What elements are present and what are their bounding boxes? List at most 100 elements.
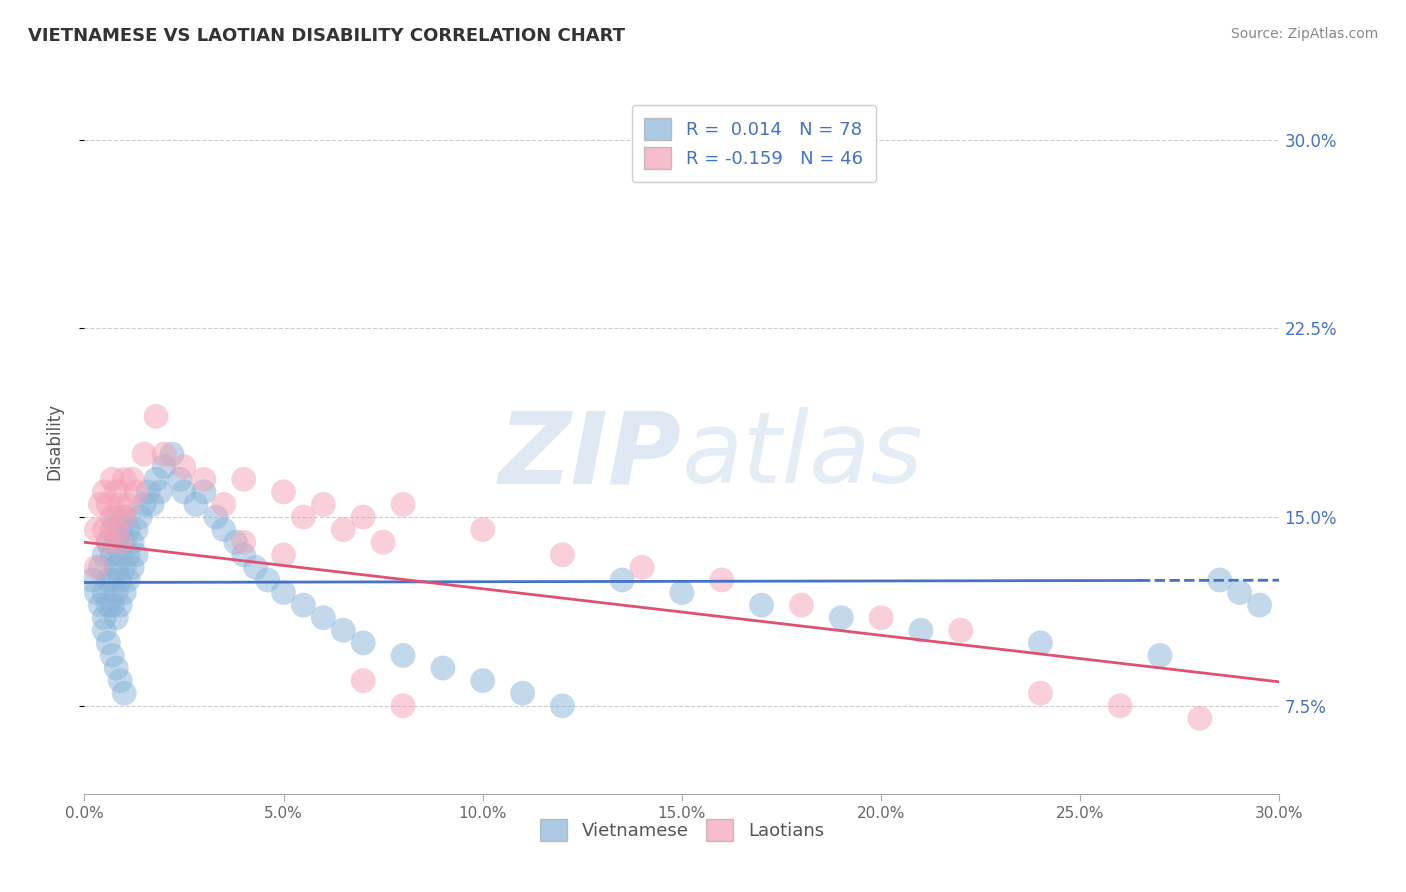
Point bbox=[790, 598, 813, 612]
Point bbox=[173, 484, 195, 499]
Point bbox=[551, 698, 574, 713]
Point bbox=[193, 484, 215, 499]
Point bbox=[1109, 698, 1132, 713]
Point bbox=[949, 624, 972, 638]
Point bbox=[125, 484, 148, 499]
Point bbox=[110, 535, 132, 549]
Point bbox=[352, 510, 374, 524]
Point bbox=[870, 611, 893, 625]
Point bbox=[352, 673, 374, 688]
Point bbox=[273, 585, 295, 599]
Point bbox=[86, 560, 108, 574]
Point bbox=[1029, 686, 1052, 700]
Point bbox=[105, 611, 128, 625]
Point bbox=[86, 523, 108, 537]
Point bbox=[93, 548, 115, 562]
Point bbox=[141, 498, 163, 512]
Point bbox=[471, 523, 494, 537]
Point bbox=[110, 523, 132, 537]
Point bbox=[97, 535, 120, 549]
Point bbox=[97, 498, 120, 512]
Point bbox=[1188, 711, 1211, 725]
Point bbox=[93, 585, 115, 599]
Point bbox=[225, 535, 247, 549]
Point bbox=[153, 459, 176, 474]
Point bbox=[136, 484, 159, 499]
Point bbox=[105, 661, 128, 675]
Point bbox=[212, 498, 235, 512]
Point bbox=[129, 510, 152, 524]
Point bbox=[373, 535, 395, 549]
Point bbox=[110, 598, 132, 612]
Point bbox=[112, 560, 135, 574]
Point bbox=[105, 523, 128, 537]
Point bbox=[232, 548, 254, 562]
Text: Source: ZipAtlas.com: Source: ZipAtlas.com bbox=[1230, 27, 1378, 41]
Point bbox=[101, 548, 124, 562]
Point bbox=[132, 447, 156, 461]
Point bbox=[232, 472, 254, 486]
Point bbox=[121, 535, 143, 549]
Point bbox=[149, 484, 172, 499]
Point bbox=[101, 472, 124, 486]
Point bbox=[1209, 573, 1232, 587]
Point bbox=[105, 535, 128, 549]
Point bbox=[910, 624, 932, 638]
Y-axis label: Disability: Disability bbox=[45, 403, 63, 480]
Point bbox=[101, 648, 124, 663]
Point bbox=[82, 573, 104, 587]
Point bbox=[97, 598, 120, 612]
Point bbox=[169, 472, 191, 486]
Point bbox=[352, 636, 374, 650]
Point bbox=[97, 636, 120, 650]
Point bbox=[631, 560, 654, 574]
Point bbox=[112, 472, 135, 486]
Point bbox=[145, 472, 167, 486]
Point bbox=[89, 498, 111, 512]
Point bbox=[97, 573, 120, 587]
Point bbox=[112, 510, 135, 524]
Point bbox=[392, 648, 415, 663]
Point bbox=[117, 548, 139, 562]
Point bbox=[160, 447, 183, 461]
Point bbox=[671, 585, 693, 599]
Point bbox=[105, 484, 128, 499]
Point bbox=[93, 484, 115, 499]
Point bbox=[93, 624, 115, 638]
Point bbox=[105, 510, 128, 524]
Point bbox=[110, 548, 132, 562]
Point bbox=[173, 459, 195, 474]
Point bbox=[93, 523, 115, 537]
Text: ZIP: ZIP bbox=[499, 407, 682, 504]
Point bbox=[292, 598, 315, 612]
Point bbox=[392, 698, 415, 713]
Point bbox=[86, 585, 108, 599]
Point bbox=[125, 548, 148, 562]
Point bbox=[1149, 648, 1171, 663]
Point bbox=[110, 673, 132, 688]
Point bbox=[612, 573, 634, 587]
Point bbox=[89, 598, 111, 612]
Point bbox=[193, 472, 215, 486]
Point bbox=[132, 498, 156, 512]
Point bbox=[312, 498, 335, 512]
Point bbox=[112, 535, 135, 549]
Point bbox=[145, 409, 167, 424]
Point bbox=[312, 611, 335, 625]
Point bbox=[121, 472, 143, 486]
Point bbox=[512, 686, 534, 700]
Point bbox=[551, 548, 574, 562]
Text: atlas: atlas bbox=[682, 407, 924, 504]
Point bbox=[110, 573, 132, 587]
Point bbox=[1229, 585, 1251, 599]
Point bbox=[1029, 636, 1052, 650]
Point bbox=[93, 611, 115, 625]
Point bbox=[273, 548, 295, 562]
Point bbox=[112, 585, 135, 599]
Point bbox=[1249, 598, 1271, 612]
Point bbox=[256, 573, 278, 587]
Point bbox=[112, 510, 135, 524]
Point bbox=[101, 573, 124, 587]
Point bbox=[105, 560, 128, 574]
Point bbox=[117, 523, 139, 537]
